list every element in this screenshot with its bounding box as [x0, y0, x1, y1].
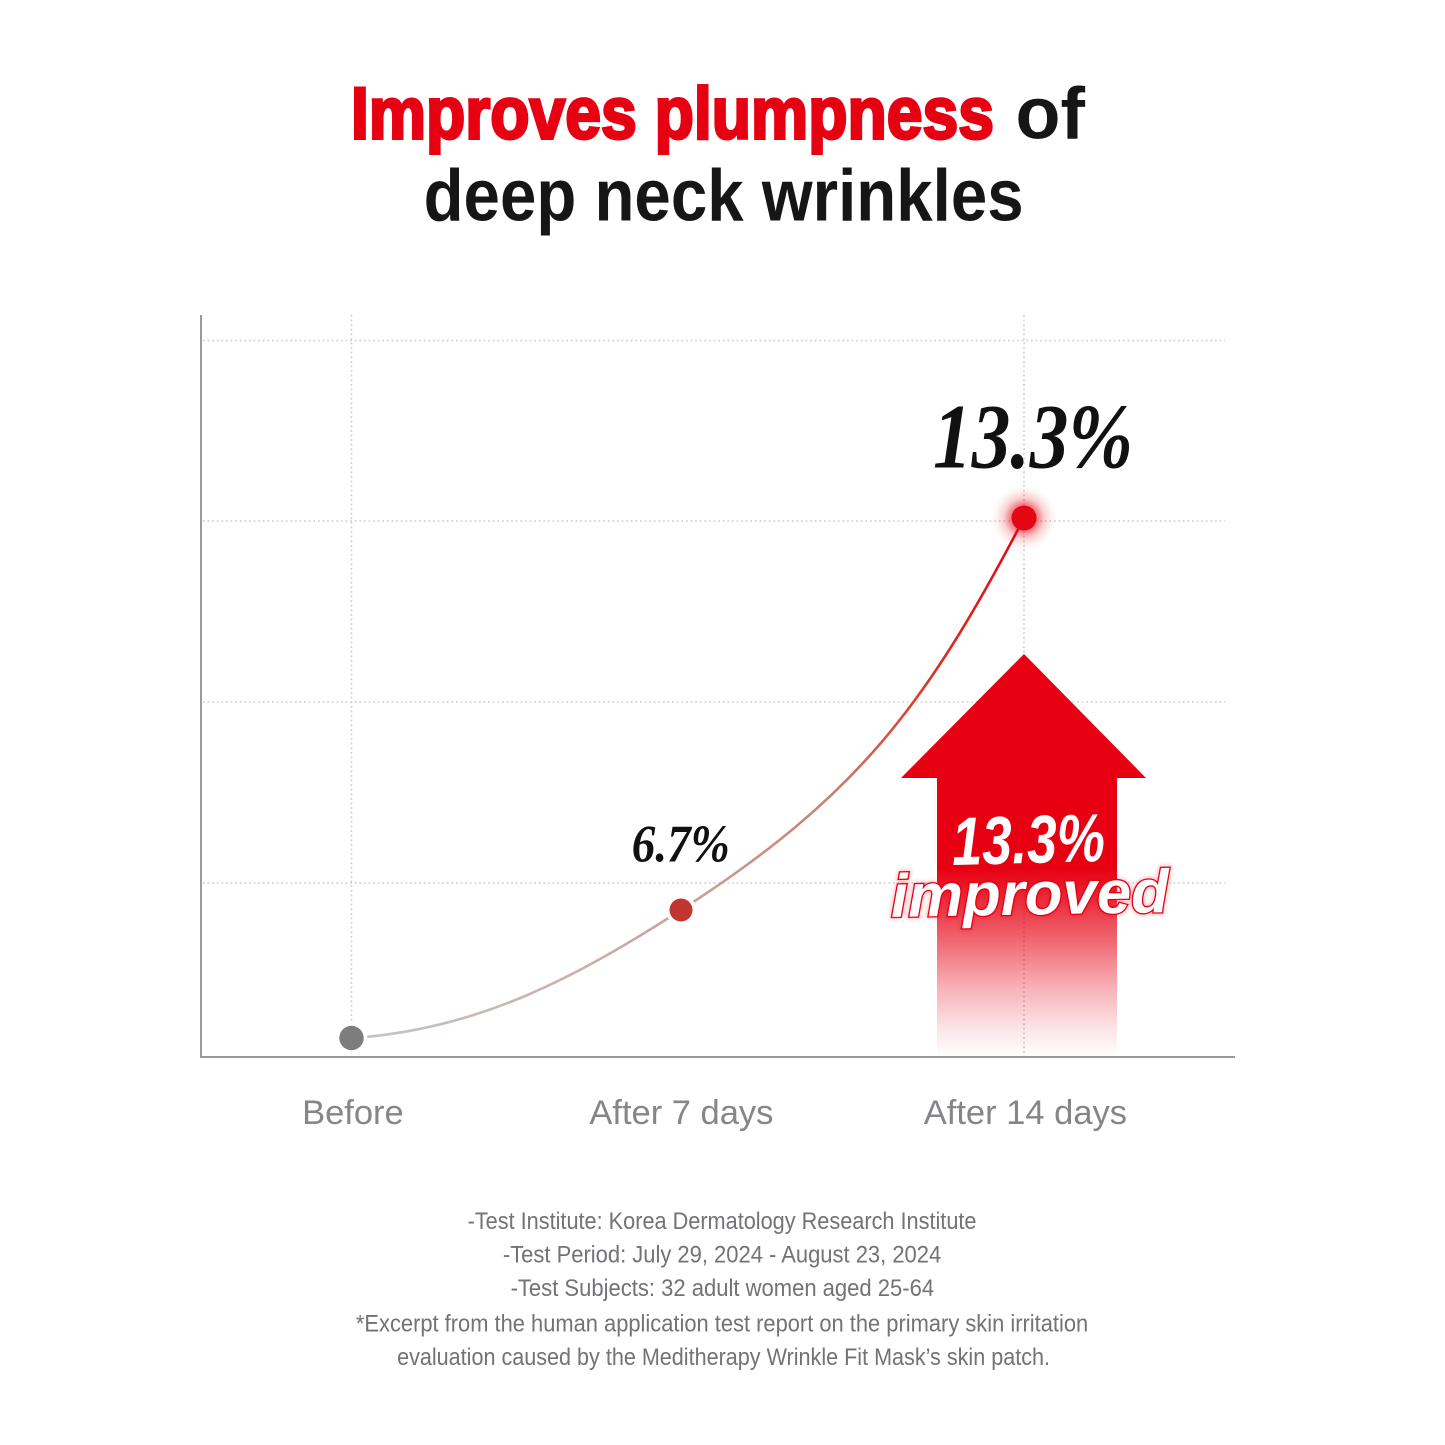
svg-text:*Excerpt from the human applic: *Excerpt from the human application test… — [356, 1311, 1088, 1338]
svg-text:13.3%: 13.3% — [933, 386, 1133, 488]
svg-text:After 14 days: After 14 days — [924, 1094, 1127, 1132]
svg-text:of: of — [1016, 74, 1086, 155]
svg-text:6.7%: 6.7% — [632, 816, 730, 874]
svg-text:13.3%: 13.3% — [951, 800, 1106, 880]
svg-text:deep neck wrinkles: deep neck wrinkles — [424, 156, 1024, 237]
svg-text:-Test Period: July 29, 2024 -: -Test Period: July 29, 2024 - August 23,… — [503, 1242, 941, 1269]
svg-text:evaluation caused by the Medit: evaluation caused by the Meditherapy Wri… — [397, 1344, 1050, 1371]
svg-text:Before: Before — [302, 1094, 404, 1132]
svg-text:Improves plumpness: Improves plumpness — [351, 74, 994, 155]
svg-text:improved: improved — [890, 857, 1171, 930]
svg-text:-Test Subjects: 32 adult women: -Test Subjects: 32 adult women aged 25-6… — [511, 1275, 934, 1302]
svg-text:improved: improved — [890, 857, 1171, 930]
svg-text:13.3%: 13.3% — [951, 800, 1106, 880]
svg-text:After 7 days: After 7 days — [589, 1094, 773, 1132]
svg-text:-Test Institute: Korea Dermato: -Test Institute: Korea Dermatology Resea… — [468, 1208, 977, 1235]
